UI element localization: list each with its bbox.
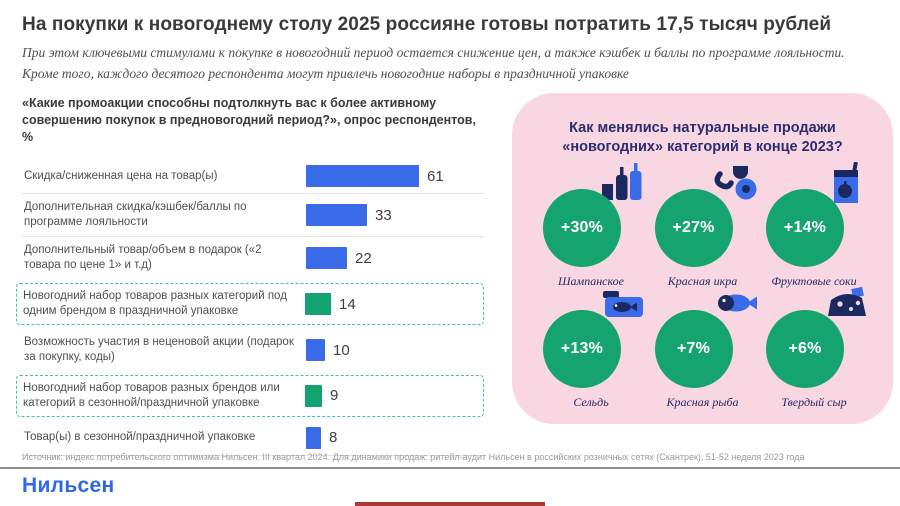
bar-label: Новогодний набор товаров разных категори… bbox=[23, 290, 287, 318]
page-subtitle: При этом ключевыми стимулами к покупке в… bbox=[22, 45, 845, 81]
stat-cell-herring: +13% Сельдь bbox=[538, 290, 644, 410]
accent-bar bbox=[355, 502, 545, 506]
stats-grid: +30% Шампанское +27% Красная икра bbox=[538, 161, 867, 416]
juice-icon bbox=[834, 161, 858, 203]
bar-row-newyear-set-multi: Новогодний набор товаров разных брендов … bbox=[16, 374, 484, 417]
bar-value: 14 bbox=[339, 295, 356, 313]
content: «Какие промоакции способны подтолкнуть в… bbox=[0, 85, 900, 456]
bar bbox=[306, 426, 321, 449]
stat-label: Твердый сыр bbox=[781, 394, 847, 409]
stat-circle: +7% bbox=[654, 309, 733, 388]
bar-value: 10 bbox=[333, 341, 350, 359]
bar-label: Новогодний набор товаров разных брендов … bbox=[23, 381, 280, 409]
bar bbox=[306, 165, 419, 188]
stat-label: Красная рыба bbox=[666, 394, 739, 409]
champagne-bottles-icon bbox=[602, 162, 642, 200]
bar bbox=[305, 384, 322, 407]
bar-row-nonprice-promo: Возможность участия в неценовой акции (п… bbox=[22, 329, 484, 371]
bar-value: 8 bbox=[329, 429, 338, 447]
bar bbox=[306, 339, 325, 362]
chart-question: «Какие промоакции способны подтолкнуть в… bbox=[22, 95, 476, 144]
bar-row-newyear-set-brand: Новогодний набор товаров разных категори… bbox=[16, 283, 484, 326]
stat-label: Фруктовые соки bbox=[771, 273, 857, 288]
bar-row-extra-product: Дополнительный товар/объем в подарок («2… bbox=[22, 237, 484, 279]
promo-bar-chart: «Какие промоакции способны подтолкнуть в… bbox=[16, 93, 500, 456]
bar-value: 61 bbox=[427, 167, 444, 185]
bar-value: 9 bbox=[330, 387, 339, 405]
stat-cell-champagne: +30% Шампанское bbox=[538, 162, 644, 289]
bar-label: Возможность участия в неценовой акции (п… bbox=[24, 336, 294, 364]
bar-row-cashback: Дополнительная скидка/кэшбек/баллы по пр… bbox=[22, 194, 484, 238]
stat-circle: +30% bbox=[543, 188, 621, 267]
stat-cell-cheese: +6% Твердый сыр bbox=[761, 286, 867, 410]
bar-row-discount: Скидка/сниженная цена на товар(ы) 61 bbox=[22, 159, 484, 195]
bar-value: 33 bbox=[375, 206, 392, 224]
footer-divider bbox=[0, 467, 900, 469]
bar-label: Дополнительный товар/объем в подарок («2… bbox=[24, 244, 262, 272]
bar bbox=[306, 247, 347, 270]
stat-circle: +27% bbox=[654, 188, 733, 267]
bar bbox=[305, 293, 331, 316]
bar-label: Дополнительная скидка/кэшбек/баллы по пр… bbox=[24, 201, 247, 229]
stat-circle: +13% bbox=[543, 309, 621, 388]
footer: Источник: индекс потребительского оптими… bbox=[0, 452, 900, 506]
stat-label: Сельдь bbox=[573, 394, 609, 409]
nielsen-logo: Нильсен bbox=[22, 474, 115, 497]
page-title: На покупки к новогоднему столу 2025 росс… bbox=[22, 14, 832, 35]
stat-label: Красная икра bbox=[667, 273, 738, 288]
stat-cell-juice: +14% Фруктовые соки bbox=[761, 161, 867, 289]
bar bbox=[306, 204, 367, 227]
stat-label: Шампанское bbox=[558, 273, 624, 288]
panel-title: Как менялись натуральные продажи «нового… bbox=[562, 119, 843, 156]
source-note: Источник: индекс потребительского оптими… bbox=[22, 452, 805, 462]
bar-rows: Скидка/сниженная цена на товар(ы) 61 Доп… bbox=[16, 159, 484, 456]
sales-dynamics-panel: Как менялись натуральные продажи «нового… bbox=[512, 92, 893, 424]
stat-cell-caviar: +27% Красная икра bbox=[650, 165, 756, 289]
stat-cell-red-fish: +7% Красная рыба bbox=[650, 294, 757, 410]
caviar-icon bbox=[714, 165, 756, 200]
canned-herring-icon bbox=[603, 290, 643, 317]
fish-icon bbox=[717, 294, 757, 312]
bar-row-seasonal-pack: Товар(ы) в сезонной/праздничной упаковке… bbox=[22, 421, 484, 456]
stat-circle: +6% bbox=[766, 309, 844, 388]
bar-value: 22 bbox=[355, 249, 372, 267]
bar-label: Товар(ы) в сезонной/праздничной упаковке bbox=[24, 431, 256, 444]
stat-circle: +14% bbox=[766, 188, 844, 267]
bar-label: Скидка/сниженная цена на товар(ы) bbox=[24, 170, 218, 182]
header: На покупки к новогоднему столу 2025 росс… bbox=[0, 0, 900, 85]
cheese-icon bbox=[828, 286, 866, 316]
